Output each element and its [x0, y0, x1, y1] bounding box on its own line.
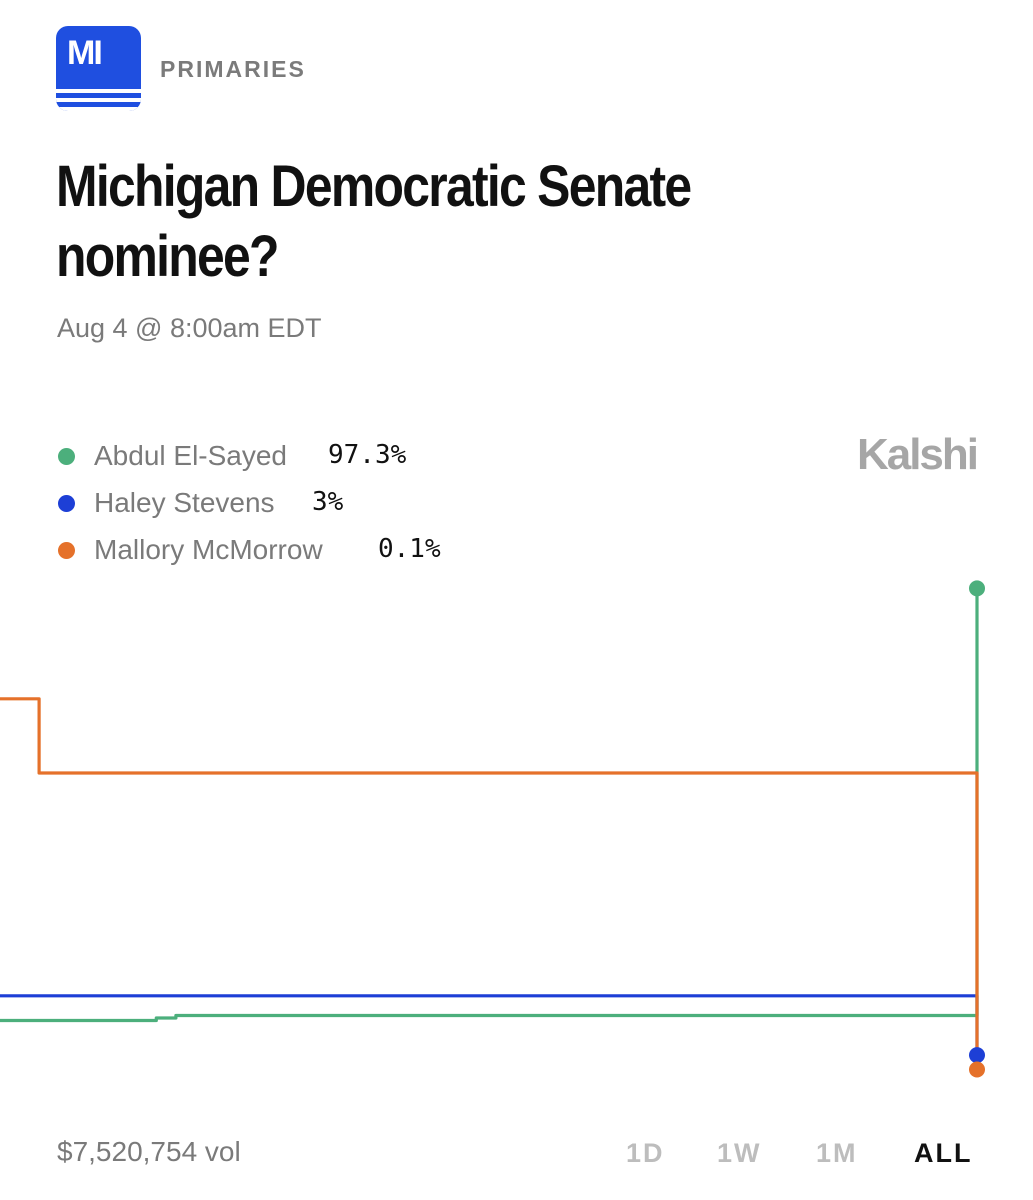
- range-button-1w[interactable]: 1W: [717, 1138, 762, 1168]
- kalshi-logo: Kalshi: [856, 430, 979, 479]
- legend-name: Mallory McMorrow: [94, 534, 323, 565]
- series-endpoint-abdul-el-sayed: [969, 580, 985, 597]
- legend-value: 0.1%: [378, 534, 441, 564]
- series-line-abdul-el-sayed: [0, 588, 979, 1023]
- volume-label: $7,520,754 vol: [57, 1136, 241, 1167]
- legend-name: Haley Stevens: [94, 487, 275, 518]
- badge-stripe: [56, 107, 141, 111]
- range-button-all[interactable]: ALL: [914, 1138, 973, 1168]
- badge-stripe: [56, 89, 141, 93]
- legend-name: Abdul El-Sayed: [94, 440, 288, 471]
- state-badge: MI: [56, 26, 141, 111]
- series-line-mallory-mcmorrow: [0, 697, 979, 1070]
- state-badge-text: MI: [67, 34, 103, 72]
- time-range-selector: 1D 1W 1M ALL: [0, 1138, 1033, 1178]
- legend-value: 3%: [312, 487, 344, 517]
- legend-value: 97.3%: [328, 440, 407, 470]
- series-line-haley-stevens: [0, 994, 979, 1056]
- series-endpoint-haley-stevens: [969, 1047, 985, 1064]
- range-button-1d[interactable]: 1D: [626, 1138, 665, 1168]
- range-button-1m[interactable]: 1M: [816, 1138, 858, 1168]
- series-endpoint-mallory-mcmorrow: [969, 1061, 985, 1078]
- legend-dot: [58, 542, 75, 559]
- legend-dot: [58, 448, 75, 465]
- market-date: Aug 4 @ 8:00am EDT: [57, 313, 322, 343]
- category-label: PRIMARIES: [160, 56, 306, 82]
- market-title: Michigan Democratic Senate nominee?: [56, 154, 692, 289]
- legend-dot: [58, 495, 75, 512]
- badge-stripe: [56, 98, 141, 102]
